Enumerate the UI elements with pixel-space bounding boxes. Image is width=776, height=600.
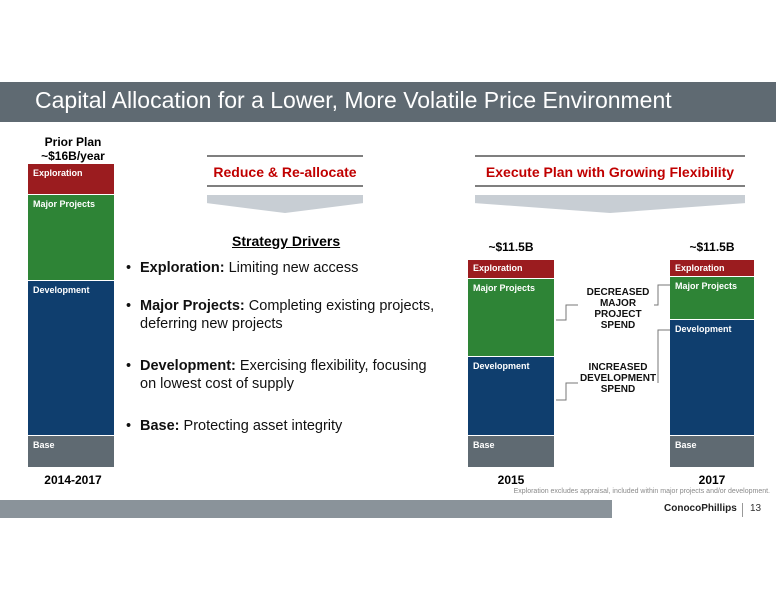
footer-logo-area bbox=[612, 499, 776, 521]
chevron-down-icon bbox=[475, 195, 745, 213]
bar-2015: Exploration Major Projects Development B… bbox=[468, 260, 554, 467]
note-line: INCREASED bbox=[588, 362, 648, 373]
bullet-exploration: • bbox=[126, 260, 132, 276]
page-number: 13 bbox=[750, 503, 762, 514]
prior-plan-label: Prior Plan ~$16B/year bbox=[28, 135, 118, 163]
bullet-text: Development: Exercising flexibility, foc… bbox=[140, 357, 440, 393]
prior-development-segment: Development bbox=[28, 280, 114, 435]
bullet-bold: Major Projects: bbox=[140, 298, 245, 314]
segment-label: Major Projects bbox=[33, 199, 96, 209]
connector-increased-left bbox=[556, 382, 578, 401]
segment-label: Exploration bbox=[473, 263, 523, 273]
footer-divider bbox=[742, 503, 743, 517]
bar-2015-major-projects-segment: Major Projects bbox=[468, 278, 554, 356]
logo-text: ConocoPhillips bbox=[664, 503, 737, 514]
segment-label: Base bbox=[33, 440, 55, 450]
note-line: PROJECT bbox=[594, 309, 642, 320]
note-line: SPEND bbox=[600, 384, 636, 395]
bar-2017-base-segment: Base bbox=[670, 435, 754, 467]
prior-plan-bar: Exploration Major Projects Development B… bbox=[28, 164, 114, 467]
segment-label: Exploration bbox=[675, 263, 725, 273]
note-line: DECREASED bbox=[586, 287, 650, 298]
bullet-bold: Development: bbox=[140, 358, 236, 374]
slide-title: Capital Allocation for a Lower, More Vol… bbox=[35, 87, 672, 113]
bullet-body: Exercising flexibility, focusing on lowe… bbox=[140, 358, 427, 392]
connector-decreased-right bbox=[654, 284, 670, 306]
prior-plan-amount: ~$16B/year bbox=[41, 149, 105, 163]
segment-label: Base bbox=[473, 440, 495, 450]
bullet-text: Exploration: Limiting new access bbox=[140, 259, 440, 277]
bullet-text: Major Projects: Completing existing proj… bbox=[140, 297, 446, 333]
bar-2015-exploration-segment: Exploration bbox=[468, 260, 554, 278]
conocophillips-logo: ConocoPhillips bbox=[664, 503, 737, 514]
bullet-body: Completing existing projects, deferring … bbox=[140, 298, 435, 332]
header-rule-right-bottom bbox=[475, 185, 745, 187]
bar-2017-major-projects-segment: Major Projects bbox=[670, 276, 754, 319]
bullet-body: Limiting new access bbox=[224, 260, 359, 276]
segment-label: Major Projects bbox=[473, 283, 536, 293]
prior-base-segment: Base bbox=[28, 435, 114, 467]
header-rule-right-top bbox=[475, 155, 745, 157]
bar-2015-year: 2015 bbox=[497, 473, 525, 487]
segment-label: Exploration bbox=[33, 168, 83, 178]
prior-plan-year: 2014-2017 bbox=[44, 473, 102, 487]
chevron-down-icon bbox=[207, 195, 363, 213]
bullet-major-projects: • bbox=[126, 298, 132, 314]
header-execute-plan: Execute Plan with Growing Flexibility bbox=[485, 164, 735, 180]
footer-band bbox=[0, 500, 776, 518]
note-line: MAJOR bbox=[599, 298, 637, 309]
bar-2017-development-segment: Development bbox=[670, 319, 754, 435]
connector-increased-right bbox=[657, 329, 670, 383]
strategy-drivers-title: Strategy Drivers bbox=[232, 233, 341, 249]
prior-major-projects-segment: Major Projects bbox=[28, 194, 114, 280]
prior-plan-label-line1: Prior Plan bbox=[44, 135, 102, 149]
footnote: Exploration excludes appraisal, included… bbox=[513, 488, 770, 495]
segment-label: Major Projects bbox=[675, 281, 738, 291]
header-rule-left-top bbox=[207, 155, 363, 157]
connector-lines bbox=[556, 284, 670, 401]
segment-label: Development bbox=[33, 285, 90, 295]
bullet-text: Base: Protecting asset integrity bbox=[140, 417, 440, 435]
note-line: DEVELOPMENT bbox=[579, 373, 657, 384]
bullet-base: • bbox=[126, 418, 132, 434]
segment-label: Development bbox=[675, 324, 732, 334]
bar-2017-total: ~$11.5B bbox=[689, 240, 735, 254]
bar-2015-base-segment: Base bbox=[468, 435, 554, 467]
header-rule-left-bottom bbox=[207, 185, 363, 187]
connector-decreased-left bbox=[556, 304, 578, 321]
bar-2017-exploration-segment: Exploration bbox=[670, 260, 754, 276]
title-band bbox=[0, 82, 776, 122]
header-reduce-reallocate: Reduce & Re-allocate bbox=[213, 164, 357, 180]
bar-2015-total: ~$11.5B bbox=[488, 240, 534, 254]
segment-label: Development bbox=[473, 361, 530, 371]
bullet-body: Protecting asset integrity bbox=[179, 418, 343, 434]
increased-development-spend-note: INCREASED DEVELOPMENT SPEND bbox=[572, 362, 664, 395]
prior-exploration-segment: Exploration bbox=[28, 164, 114, 194]
segment-label: Base bbox=[675, 440, 697, 450]
bullet-bold: Base: bbox=[140, 418, 180, 434]
bullet-development: • bbox=[126, 358, 132, 374]
bar-2015-development-segment: Development bbox=[468, 356, 554, 435]
bullet-bold: Exploration: bbox=[140, 260, 225, 276]
bar-2017-year: 2017 bbox=[698, 473, 726, 487]
bar-2017: Exploration Major Projects Development B… bbox=[670, 260, 754, 467]
decreased-major-project-spend-note: DECREASED MAJOR PROJECT SPEND bbox=[578, 287, 658, 331]
note-line: SPEND bbox=[600, 320, 636, 331]
